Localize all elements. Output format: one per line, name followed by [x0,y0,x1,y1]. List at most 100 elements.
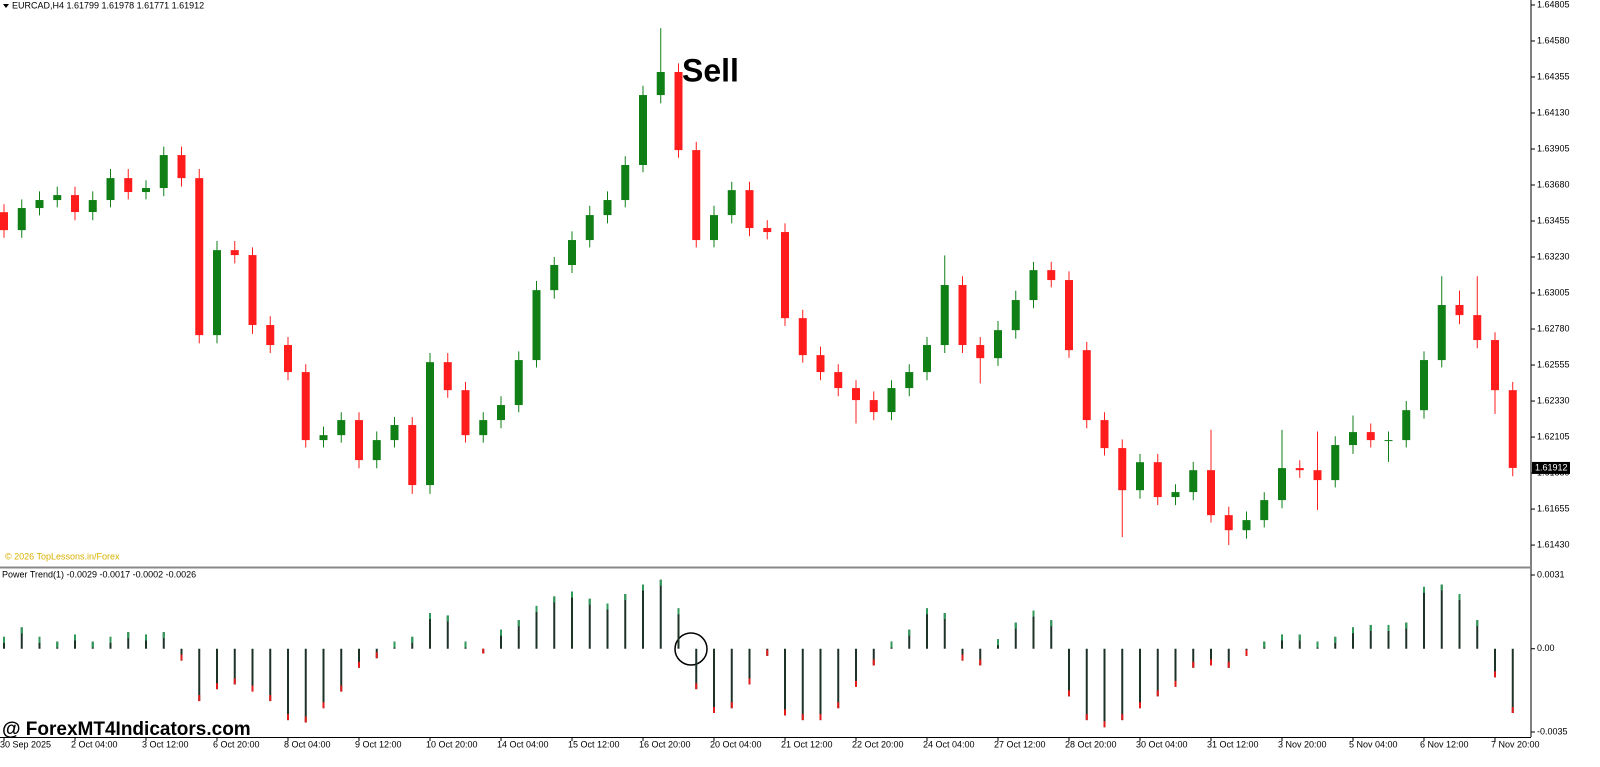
y-tick-label: 1.64355 [1537,71,1570,81]
x-tick-label: 14 Oct 04:00 [497,739,549,749]
copyright: © 2026 TopLessons.in/Forex [5,551,120,561]
y-tick-label: 1.64805 [1537,0,1570,9]
x-tick-label: 20 Oct 04:00 [710,739,762,749]
candle-body [195,178,204,336]
candle-body [1437,305,1446,361]
plot-layer: 1.614301.616551.618801.621051.623301.625… [0,0,1570,749]
candle-body [1082,350,1091,421]
candle-body [532,290,541,361]
y-tick-label: 1.63455 [1537,215,1570,225]
candle-body [816,355,825,373]
candle-body [798,318,807,356]
candle-body [727,190,736,216]
x-tick-label: 7 Nov 20:00 [1491,739,1540,749]
candle-body [1207,470,1215,516]
x-tick-label: 8 Oct 04:00 [284,739,331,749]
candle-body [1491,340,1499,391]
candle-body [319,435,328,441]
y-tick-label: 1.63905 [1537,143,1570,153]
y-tick-label: 0.00 [1537,643,1555,653]
y-tick-label: 1.62555 [1537,359,1570,369]
candle-body [1153,462,1162,498]
candle-body [106,178,115,201]
candle-body [674,72,683,151]
candle-body [639,95,647,165]
x-tick-label: 6 Nov 12:00 [1420,739,1469,749]
candle-body [159,155,168,189]
candle-body [1171,492,1180,498]
candle-body [426,362,434,486]
x-tick-label: 3 Oct 12:00 [142,739,189,749]
y-tick-label: 1.61430 [1537,539,1570,549]
candle-body [497,405,505,421]
y-tick-label: 1.62105 [1537,431,1570,441]
candle-body [869,400,878,413]
y-tick-label: 1.62330 [1537,395,1570,405]
candle-body [745,190,754,229]
candle-body [1136,462,1144,491]
candle-body [1455,305,1464,316]
x-tick-label: 9 Oct 12:00 [355,739,402,749]
candle-body [88,200,97,213]
x-tick-label: 27 Oct 12:00 [994,739,1046,749]
candle-body [1242,520,1251,531]
candle-body [1224,515,1233,531]
candle-body [142,188,150,193]
y-tick-label: 1.62780 [1537,323,1570,333]
candle-body [301,372,310,441]
x-tick-label: 21 Oct 12:00 [781,739,833,749]
candle-body [479,420,488,436]
candle-body [692,150,701,241]
y-tick-label: 1.64580 [1537,35,1570,45]
candle-body [1278,468,1286,501]
candle-body [17,208,26,231]
y-tick-label: 1.63680 [1537,179,1570,189]
candle-body [834,372,843,389]
candle-body [443,362,452,391]
x-tick-label: 6 Oct 20:00 [213,739,260,749]
candle-body [1384,440,1393,442]
candle-body [1118,448,1127,491]
candle-body [1189,470,1198,493]
candle-body [1047,270,1056,281]
candle-body [514,360,523,406]
symbol-menu-arrow[interactable] [3,4,9,8]
x-tick-label: 22 Oct 20:00 [852,739,904,749]
sell-annotation: Sell [682,52,739,88]
candle-body [1295,468,1304,471]
y-tick-label: 0.0031 [1537,569,1565,579]
candle-body [1349,432,1357,446]
candle-body [958,285,967,346]
last-price-box [1532,461,1570,474]
candle-body [1011,300,1020,331]
candle-body [266,325,275,346]
candle-body [603,200,612,216]
x-tick-label: 16 Oct 20:00 [639,739,691,749]
x-tick-label: 30 Sep 2025 [0,739,51,749]
candle-body [568,240,576,266]
x-tick-label: 3 Nov 20:00 [1278,739,1327,749]
y-tick-label: -0.0035 [1537,726,1568,736]
candle-body [1473,315,1482,341]
candle-body [1508,390,1517,468]
y-tick-label: 1.63005 [1537,287,1570,297]
signal-circle [674,632,708,666]
candle-body [550,265,559,291]
watermark: @ ForexMT4Indicators.com [2,719,251,740]
candle-body [1029,270,1038,301]
candle-body [1420,360,1428,411]
candle-body [1402,410,1411,441]
candle-body [177,155,186,179]
candle-body [905,372,914,389]
x-tick-label: 10 Oct 20:00 [426,739,478,749]
x-tick-label: 31 Oct 12:00 [1207,739,1259,749]
x-tick-label: 30 Oct 04:00 [1136,739,1188,749]
candle-body [1065,280,1073,351]
candle-body [408,425,417,486]
candle-body [35,200,44,209]
candle-body [585,215,594,241]
candle-body [53,195,62,201]
indicator-title: Power Trend(1) -0.0029 -0.0017 -0.0002 -… [2,569,196,579]
